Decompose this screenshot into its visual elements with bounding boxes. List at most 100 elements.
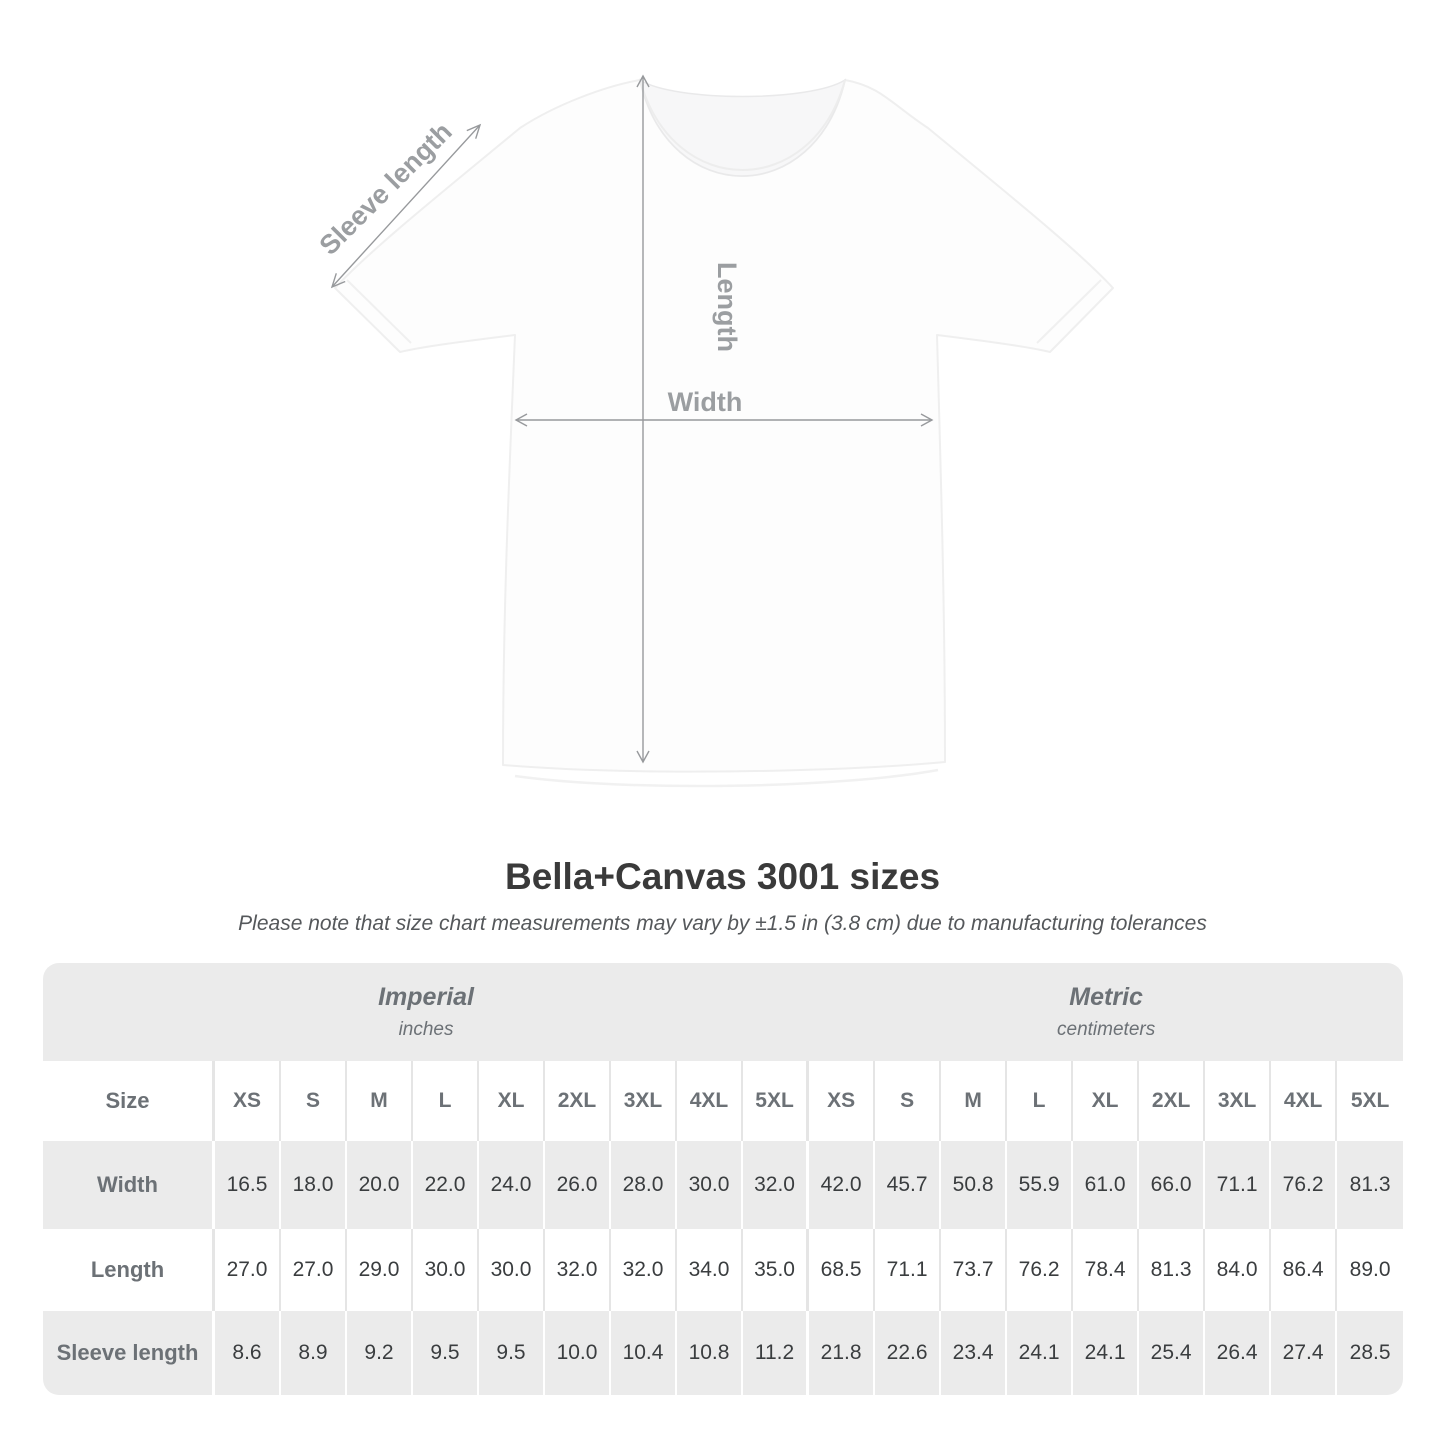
table-cell: 27.0 — [281, 1229, 347, 1311]
sleeve-length-arrow — [330, 123, 482, 289]
table-cell: 9.5 — [413, 1311, 479, 1395]
table-cell: 24.1 — [1073, 1311, 1140, 1395]
size-header: S — [875, 1061, 942, 1141]
length-label: Length — [712, 262, 742, 352]
table-cell: 84.0 — [1205, 1229, 1272, 1311]
table-cell: 27.4 — [1271, 1311, 1338, 1395]
size-header: S — [281, 1061, 347, 1141]
table-cell: 30.0 — [413, 1229, 479, 1311]
table-cell: 34.0 — [677, 1229, 743, 1311]
size-header: XS — [809, 1061, 876, 1141]
table-cell: 24.0 — [479, 1141, 545, 1229]
table-cell: 86.4 — [1271, 1229, 1338, 1311]
table-cell: 22.0 — [413, 1141, 479, 1229]
tshirt-left-cuff-seam — [346, 279, 412, 344]
table-cell: 42.0 — [809, 1141, 876, 1229]
table-cell: 27.0 — [215, 1229, 281, 1311]
table-cell: 18.0 — [281, 1141, 347, 1229]
table-cell: 28.5 — [1337, 1311, 1404, 1395]
length-row: Length 27.0 27.0 29.0 30.0 30.0 32.0 32.… — [43, 1229, 1404, 1311]
table-cell: 68.5 — [809, 1229, 876, 1311]
size-table: Imperial inches Metric centimeters Size … — [43, 963, 1404, 1395]
table-cell: 30.0 — [479, 1229, 545, 1311]
sleeve-length-row: Sleeve length 8.6 8.9 9.2 9.5 9.5 10.0 1… — [43, 1311, 1404, 1395]
size-header: 5XL — [1337, 1061, 1404, 1141]
size-header: L — [413, 1061, 479, 1141]
table-cell: 20.0 — [347, 1141, 413, 1229]
table-cell: 30.0 — [677, 1141, 743, 1229]
table-cell: 81.3 — [1337, 1141, 1404, 1229]
table-cell: 32.0 — [743, 1141, 810, 1229]
tshirt-collar-seam — [639, 79, 846, 171]
size-col-header: Size — [43, 1061, 215, 1141]
size-header: XS — [215, 1061, 281, 1141]
table-cell: 8.9 — [281, 1311, 347, 1395]
table-cell: 24.1 — [1007, 1311, 1074, 1395]
table-cell: 81.3 — [1139, 1229, 1206, 1311]
table-cell: 78.4 — [1073, 1229, 1140, 1311]
imperial-band-unit: inches — [398, 1019, 454, 1040]
size-header: 3XL — [1205, 1061, 1272, 1141]
table-cell: 25.4 — [1139, 1311, 1206, 1395]
size-header: XL — [1073, 1061, 1140, 1141]
table-cell: 9.5 — [479, 1311, 545, 1395]
row-label-sleeve-length: Sleeve length — [43, 1311, 215, 1395]
table-cell: 11.2 — [743, 1311, 810, 1395]
table-cell: 10.4 — [611, 1311, 677, 1395]
table-cell: 55.9 — [1007, 1141, 1074, 1229]
width-row: Width 16.5 18.0 20.0 22.0 24.0 26.0 28.0… — [43, 1141, 1404, 1229]
tshirt-right-cuff-seam — [1036, 279, 1102, 344]
size-table-container: Imperial inches Metric centimeters Size … — [43, 963, 1404, 1395]
table-cell: 76.2 — [1007, 1229, 1074, 1311]
size-header: M — [347, 1061, 413, 1141]
table-cell: 71.1 — [875, 1229, 942, 1311]
table-cell: 71.1 — [1205, 1141, 1272, 1229]
table-cell: 89.0 — [1337, 1229, 1404, 1311]
table-cell: 8.6 — [215, 1311, 281, 1395]
table-cell: 50.8 — [941, 1141, 1008, 1229]
size-header: 2XL — [1139, 1061, 1206, 1141]
table-cell: 29.0 — [347, 1229, 413, 1311]
size-header: 5XL — [743, 1061, 810, 1141]
page-subtitle: Please note that size chart measurements… — [238, 912, 1207, 935]
table-cell: 61.0 — [1073, 1141, 1140, 1229]
table-cell: 21.8 — [809, 1311, 876, 1395]
table-cell: 35.0 — [743, 1229, 810, 1311]
size-header: L — [1007, 1061, 1074, 1141]
tshirt-hem-shadow — [514, 768, 939, 788]
metric-band-unit: centimeters — [1057, 1019, 1156, 1040]
size-header: 2XL — [545, 1061, 611, 1141]
page-title: Bella+Canvas 3001 sizes — [504, 856, 941, 897]
row-label-length: Length — [43, 1229, 215, 1311]
imperial-band-title: Imperial — [378, 983, 474, 1011]
size-header: 4XL — [1271, 1061, 1338, 1141]
table-cell: 22.6 — [875, 1311, 942, 1395]
size-header-row: Size XS S M L XL 2XL 3XL 4XL 5XL XS S M … — [43, 1061, 1404, 1141]
table-cell: 10.8 — [677, 1311, 743, 1395]
table-cell: 76.2 — [1271, 1141, 1338, 1229]
size-header: 3XL — [611, 1061, 677, 1141]
width-label: Width — [668, 387, 743, 417]
unit-band-row: Imperial inches Metric centimeters — [43, 963, 1404, 1061]
table-cell: 73.7 — [941, 1229, 1008, 1311]
metric-band-title: Metric — [1069, 983, 1143, 1011]
row-label-width: Width — [43, 1141, 215, 1229]
metric-band: Metric centimeters — [809, 963, 1404, 1061]
length-arrow — [636, 74, 650, 764]
table-cell: 28.0 — [611, 1141, 677, 1229]
table-cell: 45.7 — [875, 1141, 942, 1229]
size-header: XL — [479, 1061, 545, 1141]
table-cell: 26.0 — [545, 1141, 611, 1229]
table-cell: 23.4 — [941, 1311, 1008, 1395]
table-cell: 9.2 — [347, 1311, 413, 1395]
table-cell: 66.0 — [1139, 1141, 1206, 1229]
table-cell: 16.5 — [215, 1141, 281, 1229]
tshirt-diagram: Sleeve length Length Width — [313, 74, 1114, 788]
tshirt-body — [334, 79, 1114, 773]
size-header: 4XL — [677, 1061, 743, 1141]
tshirt-collar-opening — [638, 78, 847, 177]
table-cell: 32.0 — [611, 1229, 677, 1311]
table-cell: 26.4 — [1205, 1311, 1272, 1395]
imperial-band: Imperial inches — [43, 963, 810, 1061]
